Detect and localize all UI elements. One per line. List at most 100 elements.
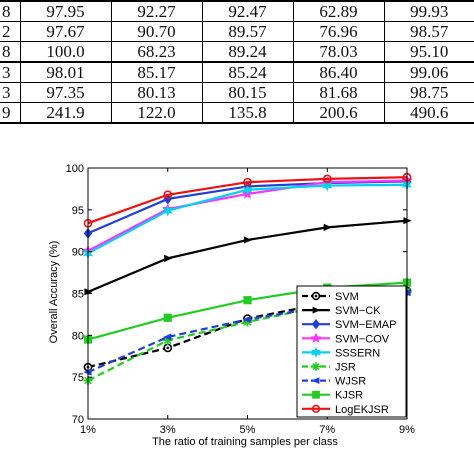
table-cell: 76.96 [292, 21, 384, 42]
table-cell: 98.75 [383, 82, 474, 103]
axis-layer: 70 75 80 85 90 95 100 1% 3% 5% 7% 9% [66, 163, 416, 436]
table-cell: 3 [0, 61, 20, 83]
y-tick-label: 70 [72, 414, 84, 426]
table-cell: 2 [0, 21, 20, 42]
table-row: 9 241.9 122.0 135.8 200.6 490.6 [0, 102, 474, 124]
x-tick-label: 7% [319, 424, 335, 436]
table-row: 8 100.0 68.23 89.24 78.03 95.10 [0, 41, 474, 62]
accuracy-line-chart: 70 75 80 85 90 95 100 1% 3% 5% 7% 9% The ratio of t… [48, 163, 416, 448]
table-cell: 92.27 [110, 0, 202, 22]
marker-shape [312, 390, 320, 399]
marker-dot [166, 346, 170, 350]
legend-item: SVM−EMAP [302, 318, 396, 331]
legend-label: KJSR [335, 390, 363, 402]
legend-marker [311, 362, 321, 371]
x-tick-label: 3% [160, 424, 176, 436]
data-point [164, 254, 173, 262]
legend-label: SSSERN [335, 347, 380, 359]
marker-shape [310, 332, 322, 343]
data-point [162, 204, 173, 217]
legend-marker [311, 404, 321, 413]
marker-shape [162, 204, 173, 217]
marker-shape [243, 177, 252, 187]
data-point [163, 190, 173, 200]
legend-label: SVM−EMAP [335, 319, 396, 331]
table-cell: 90.70 [110, 21, 202, 42]
table-cell: 78.03 [292, 41, 384, 62]
data-point [242, 315, 252, 324]
marker-shape [311, 404, 321, 413]
table-cell: 97.35 [19, 82, 111, 103]
legend-item: SVM−COV [302, 332, 390, 345]
table-cell: 200.6 [292, 102, 384, 124]
y-tick-label: 95 [72, 205, 84, 217]
results-table-region: 8 97.95 92.27 92.47 62.89 99.93 2 97.67 90.70 89.… [0, 0, 474, 124]
data-point [163, 313, 172, 322]
table-cell: 95.10 [383, 41, 474, 62]
legend-label: LogEKJSR [335, 404, 389, 416]
data-point [243, 236, 253, 244]
x-tick-label: 1% [80, 424, 96, 436]
marker-shape [242, 315, 252, 324]
data-point [322, 179, 333, 192]
table-cell: 241.9 [19, 102, 111, 124]
x-tick-label: 9% [399, 424, 415, 436]
legend-item: WJSR [302, 376, 366, 388]
legend-item: SVM [302, 291, 359, 303]
table-cell: 89.24 [201, 41, 293, 62]
marker-shape [311, 318, 321, 330]
table-cell: 99.93 [383, 0, 474, 22]
table-cell: 85.24 [201, 61, 293, 83]
y-tick-label: 80 [72, 330, 84, 342]
data-point [163, 333, 172, 341]
table-cell: 98.01 [19, 61, 111, 83]
marker-dot [314, 294, 318, 298]
table-cell: 98.57 [383, 21, 474, 42]
table-row: 8 97.95 92.27 92.47 62.89 99.93 [0, 0, 474, 22]
legend-marker [310, 332, 322, 343]
data-point [163, 343, 173, 353]
marker-shape [243, 236, 253, 244]
data-point [243, 177, 252, 187]
legend-marker [312, 390, 320, 399]
legend-item: SSSERN [302, 346, 380, 359]
table-cell: 100.0 [19, 41, 111, 62]
results-table: 8 97.95 92.27 92.47 62.89 99.93 2 97.67 90.70 89.… [0, 0, 474, 124]
table-row: 2 97.67 90.70 89.57 76.96 98.57 [0, 21, 474, 42]
table-cell: 9 [0, 102, 20, 124]
legend-item: SVM−CK [302, 305, 381, 317]
data-point [242, 183, 253, 196]
legend-label: SVM [335, 291, 359, 303]
marker-shape [243, 296, 252, 305]
legend-label: WJSR [335, 376, 366, 388]
marker-shape [242, 183, 253, 196]
marker-shape [311, 377, 320, 384]
data-point [323, 223, 332, 232]
legend-label: SVM−CK [335, 305, 381, 317]
legend-marker [311, 318, 321, 330]
marker-shape [163, 313, 172, 322]
legend-item: JSR [302, 362, 356, 374]
legend-item: KJSR [302, 390, 363, 402]
marker-shape [322, 174, 332, 184]
table-cell: 135.8 [201, 102, 293, 124]
legend-marker [312, 306, 321, 314]
legend: SVM SVM−CK SVM−EMAP SVM−COV SSSERN JSR WJSR KJS… [296, 285, 407, 418]
table-cell: 85.17 [110, 61, 202, 83]
marker-shape [311, 346, 321, 359]
table-cell: 8 [0, 0, 20, 22]
legend-marker [311, 377, 320, 384]
y-tick-label: 75 [72, 372, 84, 384]
marker-shape [322, 179, 333, 192]
table-cell: 81.68 [292, 82, 384, 103]
legend-label: SVM−COV [335, 333, 390, 345]
table-cell: 86.40 [292, 61, 384, 83]
legend-marker [311, 291, 321, 301]
legend-item: LogEKJSR [302, 404, 389, 416]
table-cell: 80.13 [110, 82, 202, 103]
table-cell: 122.0 [110, 102, 202, 124]
legend-label: JSR [335, 362, 356, 374]
table-cell: 3 [0, 82, 20, 103]
marker-shape [312, 306, 321, 314]
y-axis-label: Overall Accuracy (%) [48, 241, 60, 344]
